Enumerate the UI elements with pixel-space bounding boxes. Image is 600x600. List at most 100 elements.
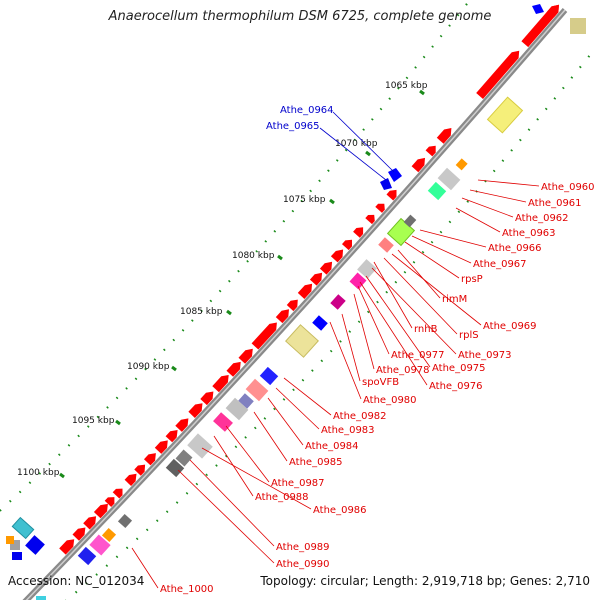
label-athe-0962: Athe_0962 bbox=[515, 213, 569, 224]
feature-cyan-2 bbox=[36, 596, 46, 600]
feature-darkgray-3 bbox=[165, 458, 185, 478]
gene-arrow-forward-23 bbox=[319, 261, 333, 275]
leader-rpsp bbox=[404, 241, 460, 279]
gene-arrow-forward-30 bbox=[411, 157, 425, 173]
feature-magenta-2 bbox=[330, 294, 346, 310]
leader-athe-0962 bbox=[461, 197, 514, 218]
feature-blue-2 bbox=[259, 366, 279, 386]
feature-blue-5 bbox=[12, 552, 22, 560]
gene-arrow-forward-1 bbox=[59, 539, 75, 555]
scale-label-1085: 1085 kbp bbox=[180, 307, 223, 317]
leader-athe-0978 bbox=[353, 293, 375, 370]
label-athe-0964: Athe_0964 bbox=[280, 105, 334, 116]
feature-pink-1 bbox=[89, 534, 111, 556]
feature-blocks bbox=[6, 18, 586, 600]
leader-athe-0965 bbox=[319, 127, 387, 181]
gene-arrow-forward-15 bbox=[212, 375, 229, 393]
leader-rimm bbox=[397, 249, 441, 299]
label-rpls: rplS bbox=[459, 330, 479, 341]
feature-cyan-1 bbox=[11, 516, 35, 540]
feature-khaki-1 bbox=[570, 18, 586, 34]
gene-arrow-forward-27 bbox=[365, 214, 375, 225]
label-rpsp: rpsP bbox=[461, 274, 483, 285]
gene-arrow-forward-5 bbox=[104, 497, 115, 507]
label-athe-0966: Athe_0966 bbox=[488, 243, 542, 254]
label-athe-0967: Athe_0967 bbox=[473, 259, 527, 270]
scale-label-1065: 1065 kbp bbox=[385, 81, 428, 91]
label-athe-0963: Athe_0963 bbox=[502, 228, 556, 239]
label-athe-0973: Athe_0973 bbox=[458, 350, 512, 361]
label-athe-0984: Athe_0984 bbox=[305, 441, 359, 452]
scale-label-1075: 1075 kbp bbox=[283, 195, 326, 205]
gene-arrow-forward-6 bbox=[112, 488, 123, 499]
gene-arrow-blue-athe-0965 bbox=[380, 178, 392, 190]
feature-salmon-1 bbox=[378, 237, 394, 253]
feature-magenta-3 bbox=[213, 412, 233, 432]
leader-athe-0966 bbox=[419, 229, 487, 248]
leader-athe-0982 bbox=[283, 377, 332, 416]
feature-gray-4 bbox=[187, 433, 213, 459]
label-athe-0983: Athe_0983 bbox=[321, 425, 375, 436]
gene-arrow-forward-4 bbox=[93, 503, 108, 519]
label-athe-0977: Athe_0977 bbox=[391, 350, 445, 361]
feature-blue-3 bbox=[77, 546, 97, 566]
feature-khaki-2 bbox=[285, 324, 319, 358]
leader-athe-0977 bbox=[357, 285, 390, 355]
gene-arrow-blue-athe-0964 bbox=[388, 168, 402, 182]
feature-gray-5 bbox=[10, 540, 20, 550]
gene-arrow-forward-2 bbox=[72, 527, 86, 541]
feature-gray-2 bbox=[357, 259, 377, 279]
feature-mint-1 bbox=[427, 181, 447, 201]
feature-blue-1 bbox=[312, 315, 328, 331]
feature-yellow-1 bbox=[486, 96, 524, 134]
gene-arrow-forward-7 bbox=[124, 473, 137, 486]
gene-arrow-forward-8 bbox=[134, 464, 146, 476]
leader-athe-0983 bbox=[275, 387, 320, 430]
label-athe-1000: Athe_1000 bbox=[160, 584, 214, 595]
label-athe-0978: Athe_0978 bbox=[376, 365, 430, 376]
gene-arrow-forward-35 bbox=[547, 4, 559, 18]
label-athe-0960: Athe_0960 bbox=[541, 182, 595, 193]
label-athe-0987: Athe_0987 bbox=[271, 478, 325, 489]
label-athe-0976: Athe_0976 bbox=[429, 381, 483, 392]
feature-blue-4 bbox=[25, 535, 45, 555]
leader-athe-0987 bbox=[225, 425, 270, 483]
gene-arrow-forward-3 bbox=[83, 516, 97, 530]
gene-arrow-blue-top bbox=[532, 4, 544, 14]
gene-arrow-forward-16 bbox=[226, 361, 241, 377]
feature-orange-2 bbox=[101, 527, 117, 543]
feature-darkgray-2 bbox=[175, 449, 193, 467]
gene-arrow-forward-10 bbox=[154, 440, 168, 454]
leader-athe-0975 bbox=[365, 275, 431, 368]
forward-strand-genes bbox=[59, 4, 559, 555]
label-rnhb: rnhB bbox=[414, 324, 438, 335]
gene-arrow-forward-20 bbox=[286, 299, 298, 312]
genome-backbone-highlight bbox=[25, 9, 566, 600]
leader-spovfb bbox=[341, 313, 361, 382]
scale-label-1095: 1095 kbp bbox=[72, 416, 115, 426]
label-rimm: rimM bbox=[442, 294, 467, 305]
scale-label-1070: 1070 kbp bbox=[335, 139, 378, 149]
leader-rpls bbox=[383, 257, 458, 335]
scale-label-1090: 1090 kbp bbox=[127, 362, 170, 372]
gene-arrow-forward-9 bbox=[144, 453, 156, 466]
gene-arrow-forward-34 bbox=[521, 4, 559, 48]
gene-arrow-forward-25 bbox=[342, 239, 352, 251]
gene-arrow-forward-19 bbox=[275, 309, 289, 324]
leader-athe-0990 bbox=[177, 469, 275, 564]
leader-rnhb bbox=[373, 261, 413, 329]
gene-arrow-forward-26 bbox=[353, 227, 364, 238]
gene-arrow-forward-12 bbox=[175, 418, 189, 432]
label-athe-0982: Athe_0982 bbox=[333, 411, 387, 422]
blue-label-leaders bbox=[319, 111, 395, 181]
feature-gray-3 bbox=[225, 397, 249, 421]
gene-arrow-forward-24 bbox=[330, 249, 344, 263]
feature-gray-1 bbox=[437, 167, 461, 191]
leader-athe-0980 bbox=[329, 321, 362, 400]
accession-label: Accession: NC_012034 bbox=[8, 574, 145, 588]
scale-labels: 1065 kbp 1070 kbp 1075 kbp 1080 kbp 1085… bbox=[17, 81, 428, 479]
feature-slate-1 bbox=[238, 393, 254, 409]
feature-darkgray-1 bbox=[403, 214, 417, 228]
gene-arrow-forward-17 bbox=[238, 348, 253, 364]
